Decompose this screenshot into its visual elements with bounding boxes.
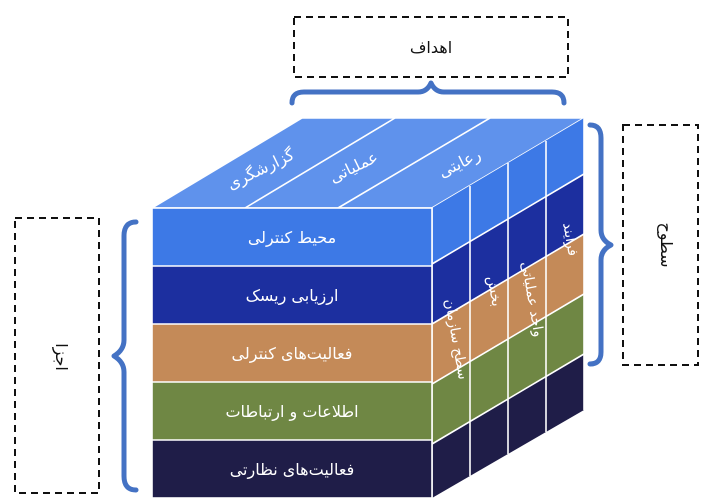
row-label-information-communication: اطلاعات و ارتباطات [225,402,358,422]
levels-brace [587,122,614,367]
levels-box: سطوح [622,124,699,366]
cube-front-face: محیط کنترلی ارزیابی ریسک فعالیت‌های کنتر… [151,207,433,499]
row-information-communication [152,382,432,440]
cube-side-face: سطح سازمان بخش واحد عملیاتی فرایند [431,118,585,498]
components-box: اجزا [14,217,100,494]
row-label-risk-assessment: ارزیابی ریسک [246,286,339,306]
side-label-function: فرایند [559,221,581,257]
row-monitoring-activities [152,440,432,498]
levels-label: سطوح [656,222,676,267]
row-label-control-activities: فعالیت‌های کنترلی [232,344,353,364]
row-control-environment [152,208,432,266]
components-brace [111,219,139,493]
objectives-brace [289,80,567,106]
side-label-division: بخش [483,275,504,308]
objectives-box: اهداف [293,16,569,78]
row-risk-assessment [152,266,432,324]
objectives-label: اهداف [410,38,452,57]
row-control-activities [152,324,432,382]
row-label-monitoring-activities: فعالیت‌های نظارتی [230,460,355,480]
components-label: اجزا [51,343,71,371]
row-label-control-environment: محیط کنترلی [248,228,336,248]
